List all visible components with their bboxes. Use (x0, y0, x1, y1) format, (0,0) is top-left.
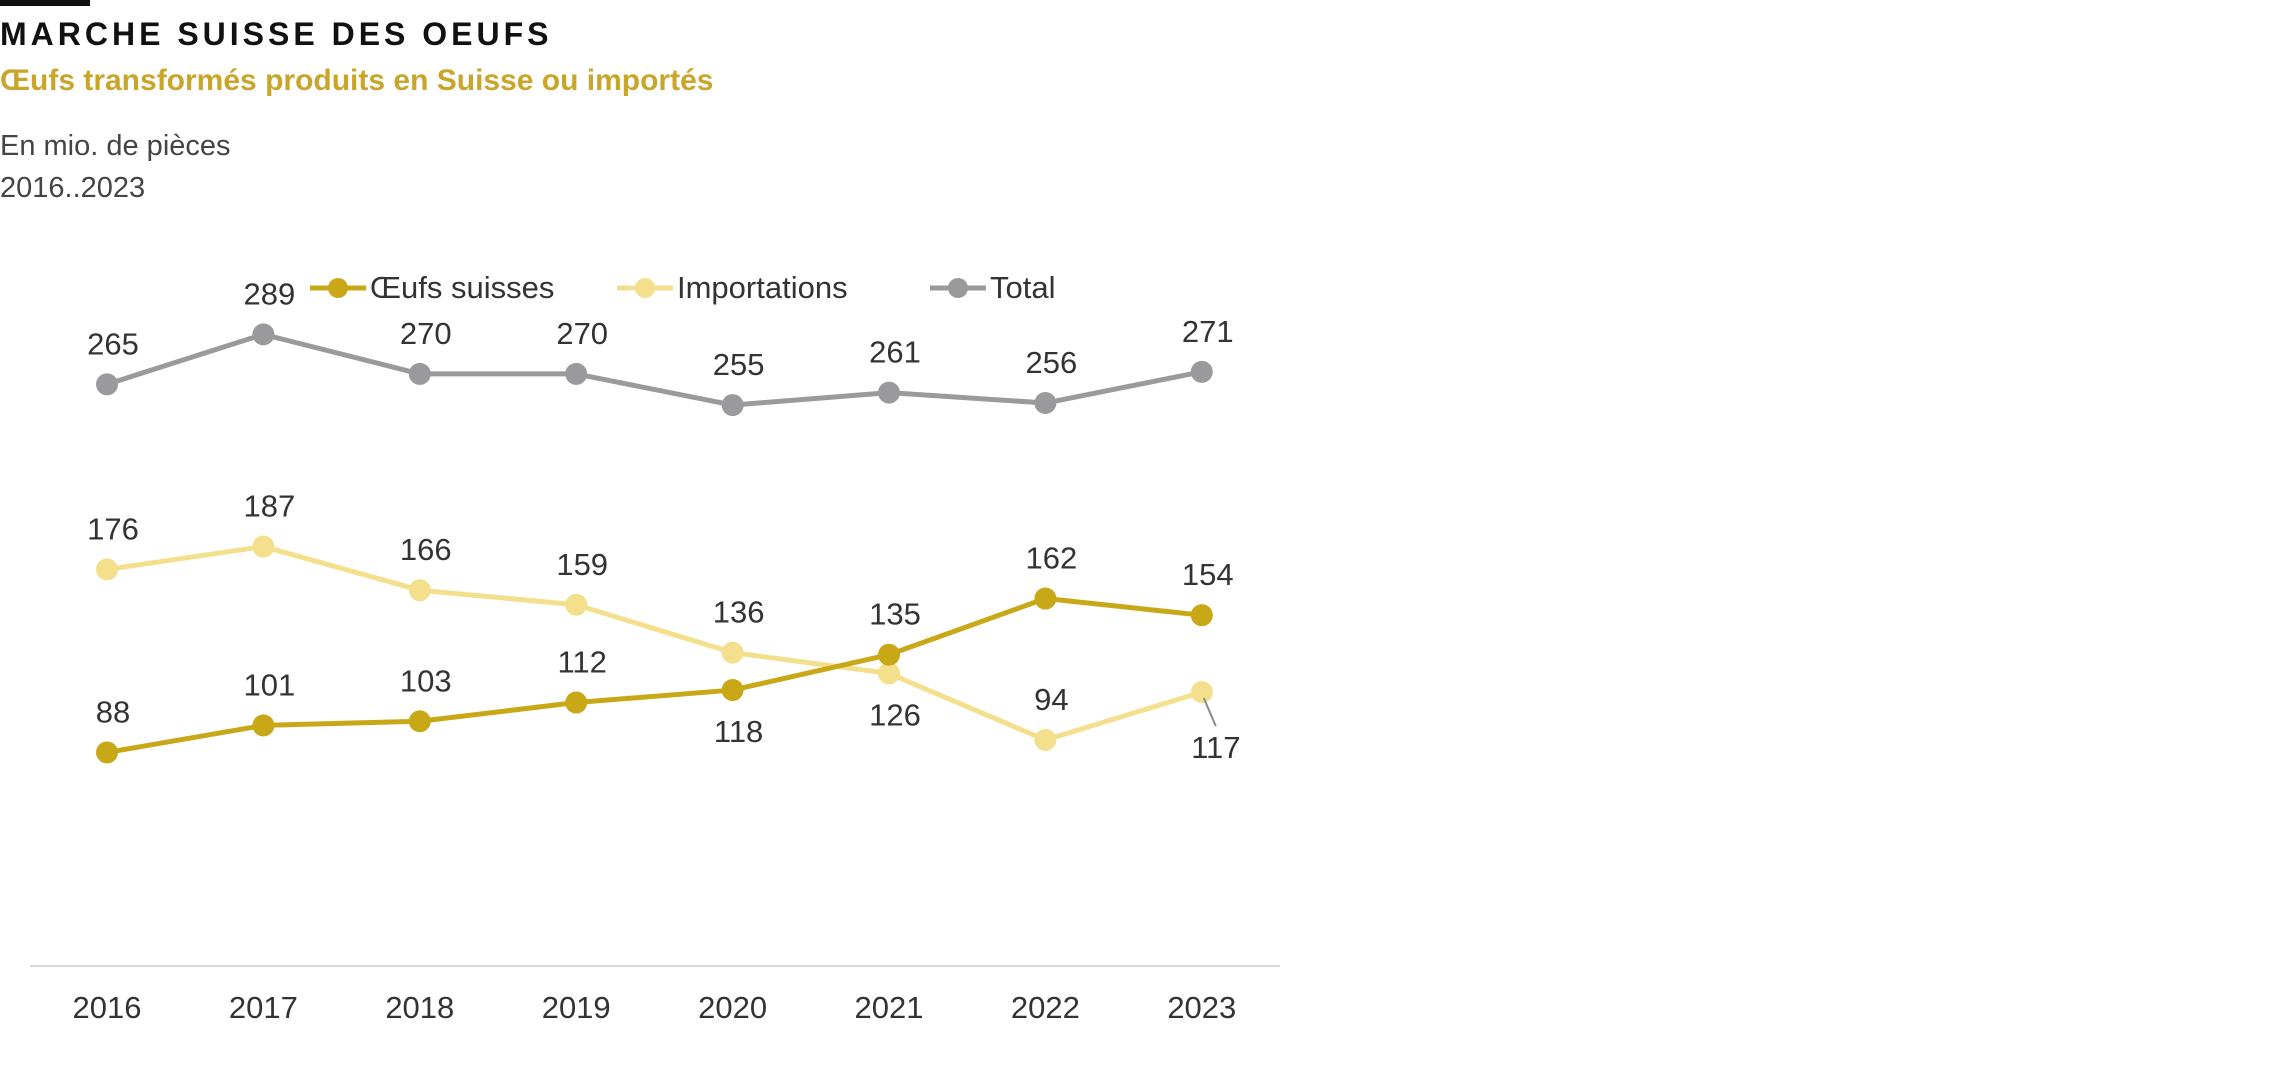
data-point (1190, 604, 1213, 627)
series-total (96, 323, 1213, 417)
x-tick-labels: 2016 2017 2018 2019 2020 2021 2022 2023 (73, 990, 1237, 1025)
data-point (96, 741, 118, 764)
chart-title: MARCHE SUISSE DES OEUFS (0, 16, 553, 52)
legend-label: Total (990, 270, 1055, 305)
data-label: 135 (869, 597, 921, 632)
legend-swatch-marker (635, 278, 655, 298)
data-label: 270 (400, 316, 452, 351)
data-label: 261 (869, 335, 921, 370)
data-point (1034, 392, 1057, 415)
data-label: 126 (869, 697, 921, 732)
x-tick-label: 2023 (1167, 990, 1236, 1025)
series-layer (96, 323, 1213, 764)
x-tick-label: 2020 (698, 990, 767, 1025)
legend-swatch-marker (328, 278, 348, 298)
leader-line (1202, 697, 1217, 727)
data-label: 94 (1034, 682, 1068, 717)
x-tick-label: 2016 (73, 990, 142, 1025)
data-label: 270 (556, 316, 608, 351)
series-line (106, 596, 1203, 755)
data-label: 88 (96, 694, 130, 729)
legend-swatch-marker (948, 278, 968, 298)
data-point (721, 679, 744, 702)
data-point (408, 710, 431, 733)
data-label: 256 (1026, 345, 1078, 380)
data-label: 176 (87, 511, 139, 546)
x-tick-label: 2018 (385, 990, 454, 1025)
data-label: 118 (714, 714, 763, 749)
chart-subtitle: Œufs transformés produits en Suisse ou i… (0, 64, 714, 97)
x-tick-label: 2019 (542, 990, 611, 1025)
data-point (565, 691, 588, 714)
legend-item: Œufs suisses (310, 270, 554, 305)
data-point (252, 714, 275, 737)
data-label: 162 (1026, 541, 1078, 576)
x-tick-label: 2017 (229, 990, 298, 1025)
data-point (565, 593, 588, 616)
data-point (1190, 360, 1213, 383)
data-point (721, 641, 744, 664)
data-point (96, 373, 118, 396)
legend-label: Œufs suisses (370, 270, 554, 305)
data-label: 187 (244, 489, 296, 524)
series-imports (96, 535, 1213, 751)
legend-label: Importations (677, 270, 848, 305)
data-point (1034, 728, 1057, 751)
unit-label: En mio. de pièces (0, 130, 231, 162)
data-point (878, 381, 900, 404)
data-label: 101 (244, 667, 296, 702)
data-point (252, 323, 275, 346)
data-label: 271 (1182, 314, 1234, 349)
data-label: 112 (557, 645, 606, 680)
data-point (408, 579, 431, 602)
data-point (878, 643, 900, 666)
data-label: 136 (713, 595, 765, 630)
data-label: 117 (1191, 730, 1240, 765)
data-labels: 265 289 270 270 255 261 256 271 176 187 166 159 136 1… (87, 276, 1240, 765)
data-point (721, 394, 744, 417)
data-label: 154 (1182, 557, 1234, 592)
data-label: 255 (713, 347, 765, 382)
series-swiss-eggs (96, 587, 1213, 764)
x-tick-label: 2022 (1011, 990, 1080, 1025)
data-point (408, 362, 431, 385)
data-label: 289 (244, 276, 296, 311)
header-accent-bar (0, 0, 90, 6)
legend-item: Importations (617, 270, 848, 305)
data-label: 166 (400, 532, 452, 567)
data-label: 103 (400, 663, 452, 698)
series-line (106, 544, 1203, 743)
data-label: 265 (87, 326, 139, 361)
data-point (1034, 587, 1057, 610)
series-line (106, 331, 1203, 408)
data-point (252, 535, 275, 558)
data-point (565, 362, 588, 385)
data-point (96, 558, 118, 581)
data-point (1190, 681, 1213, 704)
data-point (878, 662, 900, 685)
period-label: 2016..2023 (0, 172, 146, 204)
chart-legend: Œufs suisses Importations Total (310, 270, 1055, 305)
legend-item: Total (930, 270, 1055, 305)
x-tick-label: 2021 (855, 990, 924, 1025)
data-label: 159 (556, 547, 608, 582)
